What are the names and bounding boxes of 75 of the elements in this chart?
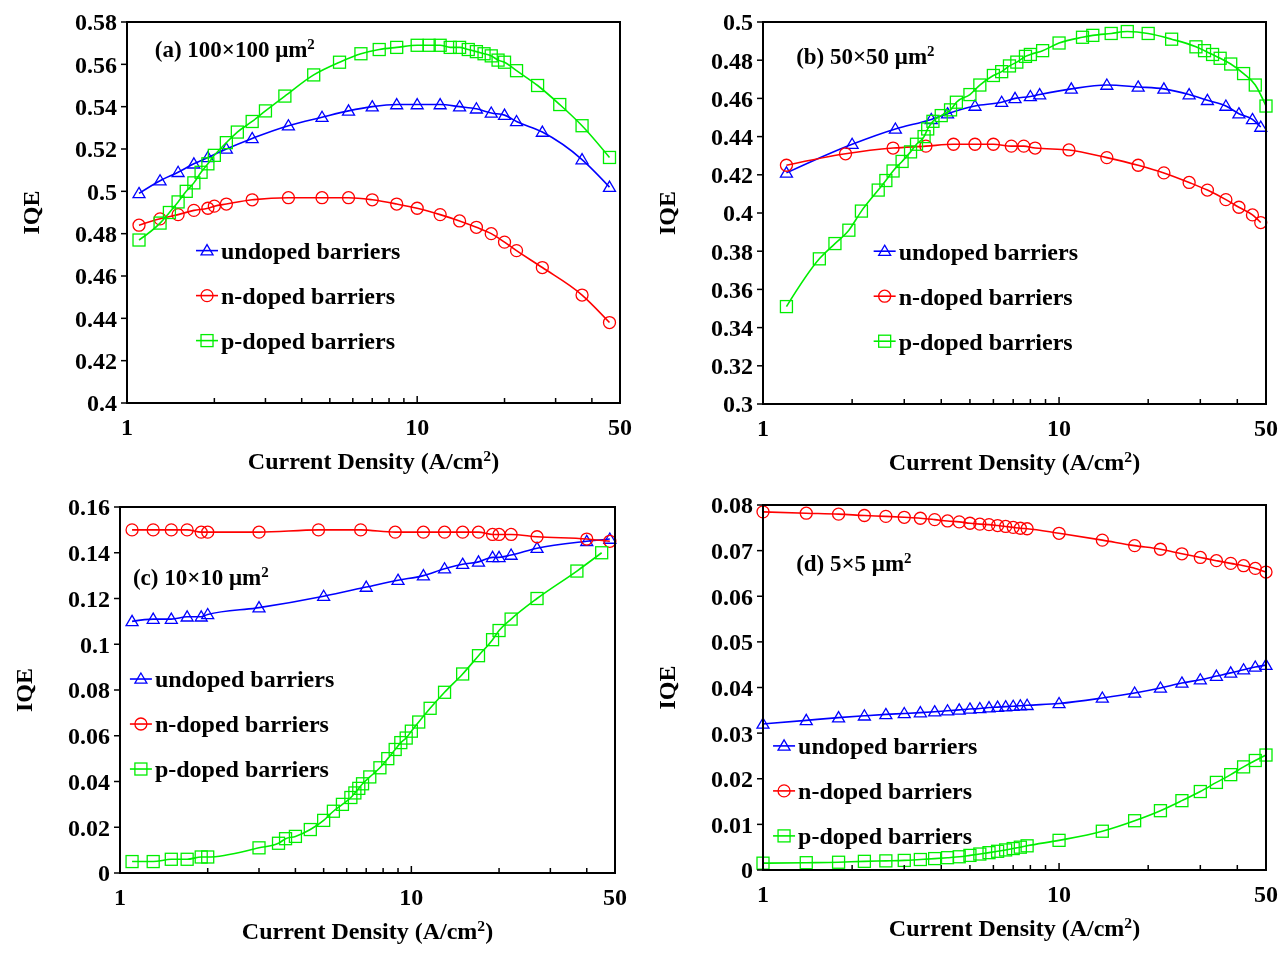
y-tick-label: 0.04 [68, 768, 110, 795]
y-tick-label: 0.16 [68, 494, 110, 521]
y-tick-label: 0.07 [711, 538, 753, 565]
y-tick-label: 0.58 [75, 9, 117, 36]
legend-label: n-doped barriers [898, 283, 1073, 310]
text: (c) 10×10 μm$^{2}$ [132, 563, 269, 590]
x-tick-label: 10 [405, 414, 430, 440]
legend-label: undoped barriers [898, 238, 1079, 265]
y-tick-label: 0.03 [711, 720, 753, 747]
y-tick-label: 0.42 [75, 348, 117, 375]
text: (d) 5×5 μm$^{2}$ [796, 550, 912, 577]
y-tick-label: 0.32 [711, 353, 753, 380]
y-tick-label: 0.08 [68, 677, 110, 704]
y-tick-label: 0 [98, 860, 110, 887]
x-tick-label: 1 [121, 414, 133, 440]
y-axis-title: IQE [654, 190, 680, 236]
legend-label: undoped barriers [154, 666, 335, 693]
x-axis-title: Current Density (A/cm$^{2}$) [888, 913, 1141, 941]
legend-label: p-doped barriers [154, 756, 329, 783]
legend-label: undoped barriers [221, 238, 401, 264]
y-tick-label: 0.48 [75, 221, 117, 248]
y-tick-label: 0 [741, 857, 753, 884]
y-tick-label: 0.34 [711, 315, 753, 341]
y-tick-label: 0.05 [711, 629, 753, 656]
legend-label: p-doped barriers [798, 823, 973, 850]
y-tick-label: 0.44 [75, 305, 117, 332]
legend-label: p-doped barriers [221, 328, 396, 354]
y-tick-label: 0.02 [711, 766, 753, 793]
y-axis-title: IQE [654, 665, 680, 710]
x-tick-label: 1 [757, 881, 769, 907]
y-tick-label: 0.5 [87, 178, 117, 205]
y-axis-title: IQE [11, 667, 37, 713]
legend-label: n-doped barriers [221, 283, 396, 309]
y-tick-label: 0.06 [68, 723, 110, 750]
y-tick-label: 0.3 [723, 391, 753, 418]
x-axis-title: Current Density (A/cm$^{2}$) [888, 447, 1141, 475]
x-tick-label: 50 [1254, 415, 1278, 441]
y-tick-label: 0.02 [68, 814, 110, 841]
y-tick-label: 0.42 [711, 162, 753, 189]
y-tick-label: 0.4 [723, 200, 753, 227]
y-tick-label: 0.12 [68, 585, 110, 612]
y-tick-label: 0.5 [723, 9, 753, 36]
y-tick-label: 0.46 [711, 85, 753, 112]
x-tick-label: 1 [114, 884, 126, 910]
x-axis-title: Current Density (A/cm$^{2}$) [247, 446, 500, 474]
text: (a) 100×100 μm$^{2}$ [154, 35, 315, 62]
x-tick-label: 50 [608, 414, 632, 440]
y-tick-label: 0.56 [75, 51, 117, 78]
y-tick-label: 0.38 [711, 238, 753, 265]
x-tick-label: 1 [757, 415, 769, 441]
y-tick-label: 0.36 [711, 276, 753, 303]
y-tick-label: 0.48 [711, 47, 753, 74]
y-tick-label: 0.52 [75, 136, 117, 163]
x-tick-label: 10 [1047, 881, 1072, 907]
legend-label: undoped barriers [798, 733, 978, 760]
x-axis-title: Current Density (A/cm$^{2}$) [241, 916, 494, 944]
x-tick-label: 50 [1254, 881, 1278, 907]
text: (b) 50×50 μm$^{2}$ [796, 43, 935, 70]
y-tick-label: 0.46 [75, 263, 117, 290]
y-tick-label: 0.54 [75, 94, 117, 121]
y-tick-label: 0.01 [711, 811, 753, 838]
y-tick-label: 0.4 [87, 390, 117, 417]
y-tick-label: 0.44 [711, 124, 753, 150]
y-tick-label: 0.14 [68, 540, 110, 567]
y-tick-label: 0.06 [711, 583, 753, 610]
y-tick-label: 0.08 [711, 492, 753, 519]
y-tick-label: 0.1 [80, 631, 110, 658]
legend-label: n-doped barriers [154, 711, 329, 738]
x-tick-label: 10 [1047, 415, 1072, 441]
x-tick-label: 10 [399, 884, 424, 910]
y-axis-title: IQE [18, 190, 44, 235]
legend-label: n-doped barriers [798, 778, 973, 805]
x-tick-label: 50 [603, 884, 627, 910]
y-tick-label: 0.04 [711, 674, 753, 701]
legend-label: p-doped barriers [898, 328, 1073, 355]
